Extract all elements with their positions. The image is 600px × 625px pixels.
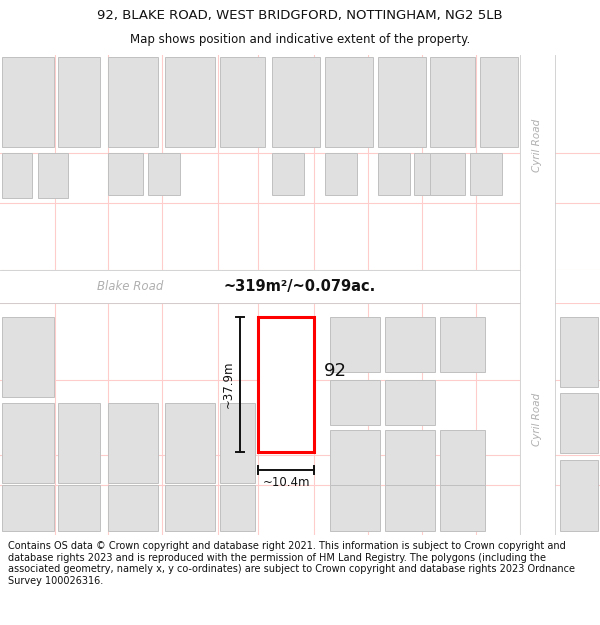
- Bar: [560, 317, 598, 387]
- Text: ~10.4m: ~10.4m: [262, 476, 310, 489]
- Bar: [220, 485, 255, 531]
- Bar: [220, 403, 255, 483]
- Bar: [272, 57, 320, 147]
- Bar: [38, 153, 68, 198]
- Bar: [414, 153, 439, 195]
- Bar: [430, 153, 465, 195]
- Bar: [430, 57, 475, 147]
- Bar: [220, 57, 265, 147]
- Text: 92, BLAKE ROAD, WEST BRIDGFORD, NOTTINGHAM, NG2 5LB: 92, BLAKE ROAD, WEST BRIDGFORD, NOTTINGH…: [97, 9, 503, 22]
- Text: ~319m²/~0.079ac.: ~319m²/~0.079ac.: [224, 279, 376, 294]
- Bar: [520, 55, 555, 535]
- Bar: [330, 485, 380, 531]
- Text: Contains OS data © Crown copyright and database right 2021. This information is : Contains OS data © Crown copyright and d…: [8, 541, 575, 586]
- Bar: [330, 380, 380, 425]
- Bar: [560, 460, 598, 531]
- Bar: [165, 57, 215, 147]
- Bar: [325, 57, 373, 147]
- Bar: [378, 57, 426, 147]
- Bar: [470, 153, 502, 195]
- Bar: [2, 57, 54, 147]
- Bar: [385, 380, 435, 425]
- Text: Cyril Road: Cyril Road: [533, 392, 542, 446]
- Bar: [385, 317, 435, 372]
- Bar: [58, 403, 100, 483]
- Bar: [385, 430, 435, 485]
- Bar: [2, 317, 54, 397]
- Bar: [148, 153, 180, 195]
- Text: Blake Road: Blake Road: [97, 280, 163, 293]
- Bar: [385, 485, 435, 531]
- Bar: [58, 485, 100, 531]
- Bar: [108, 485, 158, 531]
- Bar: [165, 485, 215, 531]
- Bar: [2, 153, 32, 198]
- Bar: [2, 403, 54, 483]
- Bar: [440, 430, 485, 485]
- Bar: [258, 317, 314, 452]
- Bar: [480, 57, 518, 147]
- Bar: [58, 57, 100, 147]
- Text: ~37.9m: ~37.9m: [222, 361, 235, 408]
- Bar: [440, 317, 485, 372]
- Bar: [330, 317, 380, 372]
- Bar: [0, 270, 600, 303]
- Bar: [165, 403, 215, 483]
- Bar: [2, 485, 54, 531]
- Bar: [330, 430, 380, 485]
- Bar: [108, 153, 143, 195]
- Text: Map shows position and indicative extent of the property.: Map shows position and indicative extent…: [130, 33, 470, 46]
- Bar: [440, 485, 485, 531]
- Bar: [560, 393, 598, 453]
- Text: Cyril Road: Cyril Road: [533, 119, 542, 172]
- Bar: [108, 57, 158, 147]
- Bar: [325, 153, 357, 195]
- Text: 92: 92: [324, 362, 347, 380]
- Bar: [108, 403, 158, 483]
- Bar: [272, 153, 304, 195]
- Bar: [378, 153, 410, 195]
